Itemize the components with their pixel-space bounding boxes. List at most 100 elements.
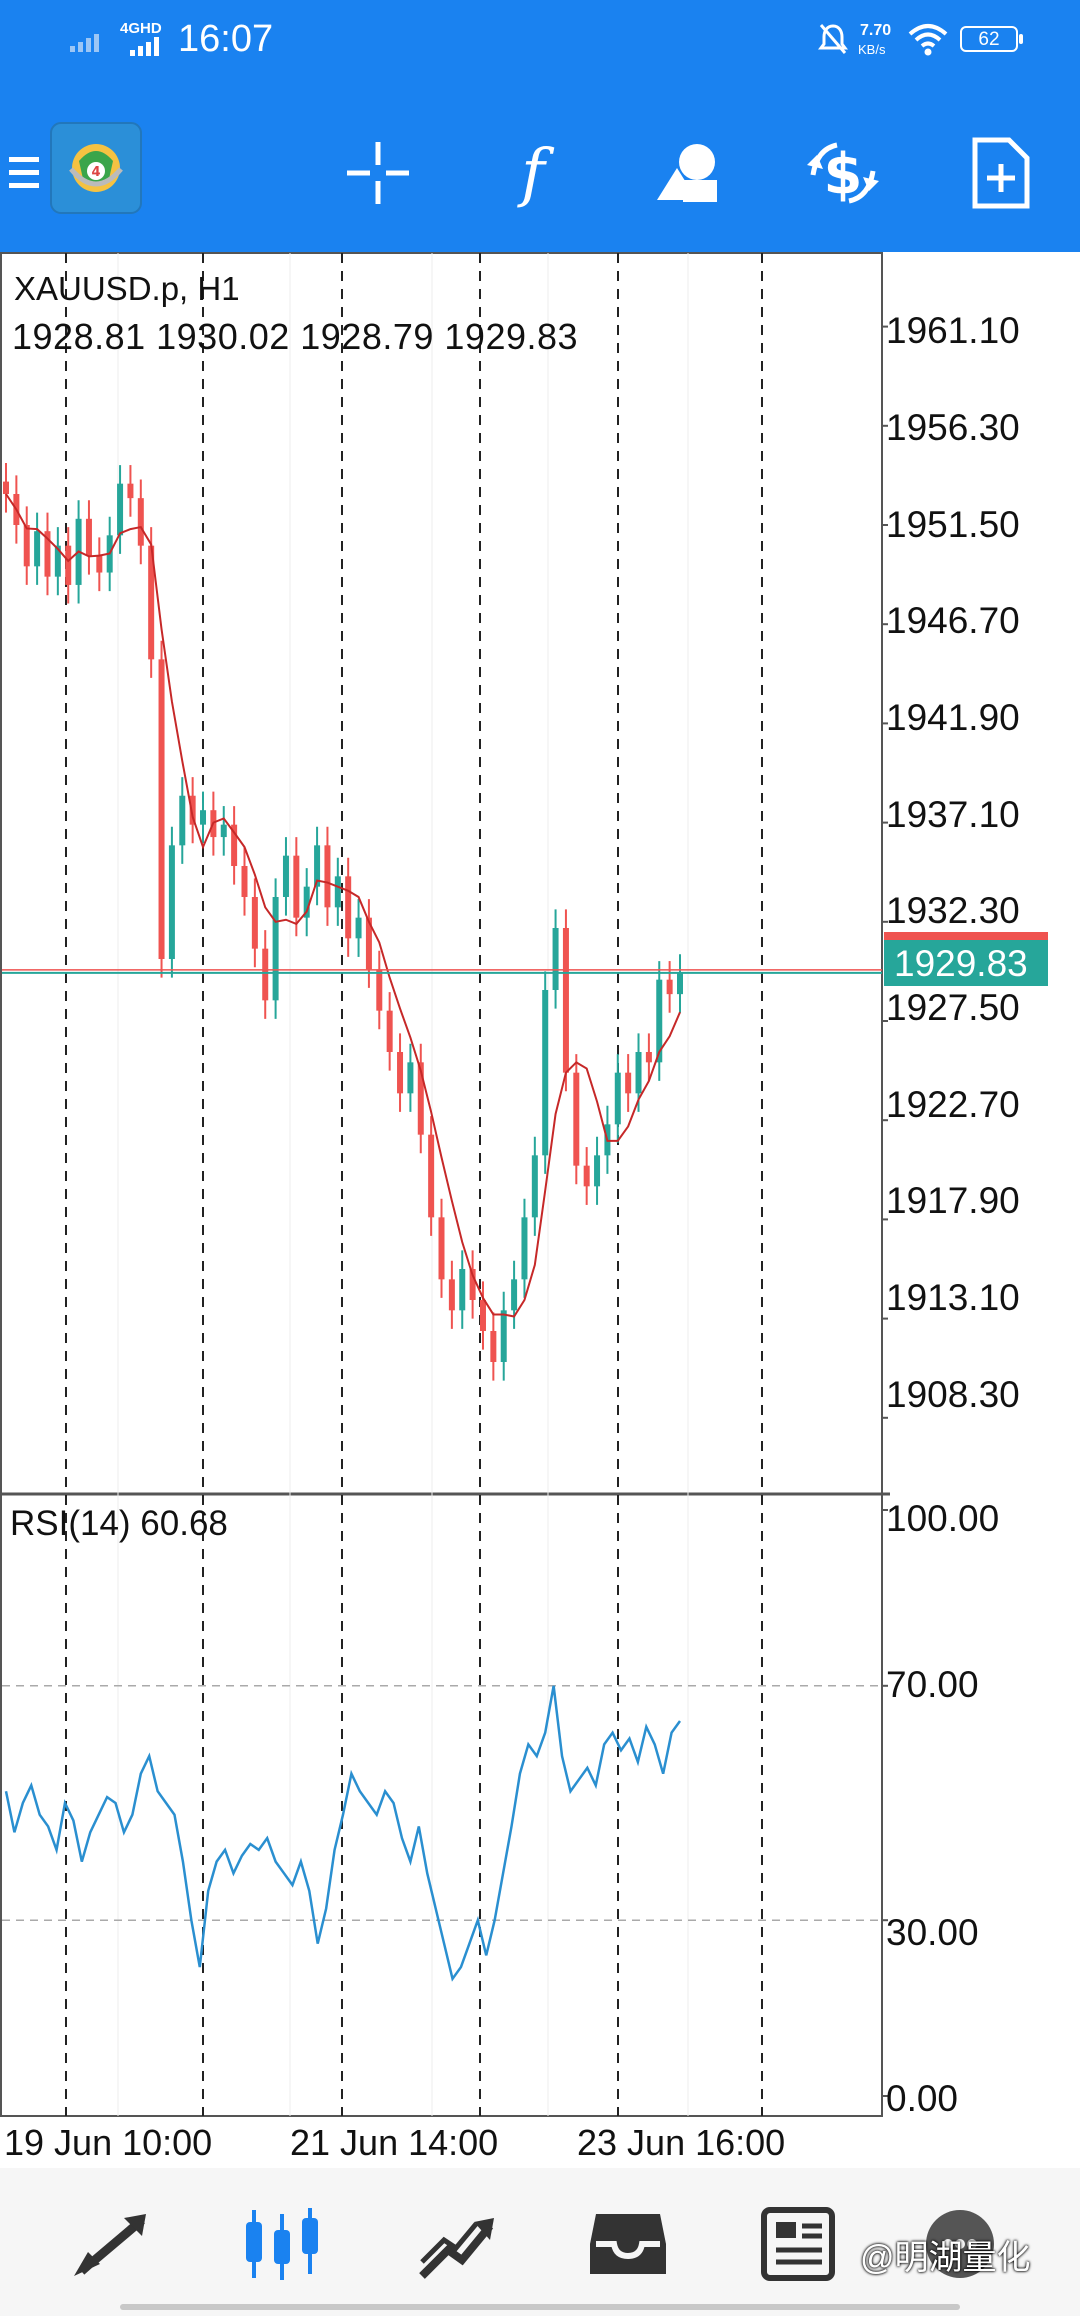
candle-body xyxy=(677,972,683,995)
menu-icon[interactable] xyxy=(0,128,68,218)
candle-body xyxy=(625,1072,632,1094)
candle-body xyxy=(490,1331,497,1362)
candle-body xyxy=(179,795,186,846)
objects-icon[interactable] xyxy=(643,128,733,218)
app-logo-icon[interactable]: 4 xyxy=(48,120,144,216)
candle-body xyxy=(573,1072,580,1166)
chart-frame xyxy=(0,252,883,2117)
rsi-label: RSI(14) 60.68 xyxy=(10,1504,228,1543)
candle-body xyxy=(386,1010,393,1052)
candle-body xyxy=(85,518,92,556)
rsi-axis-label: 100.00 xyxy=(886,1498,1000,1539)
candle-body xyxy=(666,979,673,995)
function-icon[interactable]: f xyxy=(488,128,578,218)
moving-average-line xyxy=(5,493,681,1318)
candle-body xyxy=(189,795,196,825)
candle-body xyxy=(96,556,103,573)
candle-body xyxy=(656,979,663,1063)
candle-body xyxy=(417,1062,424,1135)
price-axis-label: 1932.30 xyxy=(886,890,1020,931)
candle-body xyxy=(34,531,41,567)
crosshair-icon[interactable] xyxy=(333,128,423,218)
candle-body xyxy=(511,1279,518,1311)
candle-body xyxy=(3,481,9,494)
price-axis-label: 1937.10 xyxy=(886,794,1020,835)
candle-body xyxy=(594,1155,601,1187)
ask-price-tag xyxy=(884,932,1048,940)
news-icon[interactable] xyxy=(752,2196,848,2292)
chart-canvas[interactable] xyxy=(0,252,1080,2168)
price-axis-label: 1917.90 xyxy=(886,1180,1020,1221)
candle-body xyxy=(231,824,238,866)
candle-body xyxy=(614,1072,621,1125)
candle-body xyxy=(583,1165,590,1187)
svg-text:4: 4 xyxy=(91,165,100,180)
signal-icon xyxy=(70,26,106,59)
candle-body xyxy=(397,1052,404,1094)
candle-body xyxy=(645,1052,652,1063)
candle-body xyxy=(428,1134,435,1218)
candle-body xyxy=(345,876,352,939)
candle-body xyxy=(54,545,61,577)
wifi-icon xyxy=(908,22,948,61)
candle-body xyxy=(521,1217,528,1280)
status-bar: 4GHD 16:07 7.70 KB/s 62 xyxy=(0,0,1080,80)
price-axis-label: 1913.10 xyxy=(886,1277,1020,1318)
new-order-icon[interactable] xyxy=(956,128,1046,218)
candle-body xyxy=(303,886,310,918)
history-icon[interactable] xyxy=(580,2196,676,2292)
price-axis-label: 1908.30 xyxy=(886,1374,1020,1415)
settings-icon[interactable] xyxy=(912,2196,1008,2292)
candle-body xyxy=(438,1217,445,1280)
battery-level: 62 xyxy=(978,29,1000,50)
candle-body xyxy=(376,969,383,1011)
price-axis-label: 1927.50 xyxy=(886,987,1020,1028)
chart-area[interactable]: XAUUSD.p, H1 1928.81 1930.02 1928.79 192… xyxy=(0,252,1080,2168)
candle-body xyxy=(262,948,269,1001)
candle-body xyxy=(168,845,175,959)
candle-body xyxy=(251,897,258,949)
candle-body xyxy=(282,855,289,897)
candle-body xyxy=(158,659,165,959)
candle-body xyxy=(200,810,207,825)
ohlc-values: 1928.81 1930.02 1928.79 1929.83 xyxy=(12,316,579,357)
candle-body xyxy=(365,917,372,970)
candle-body xyxy=(407,1062,414,1094)
network-type: 4GHD xyxy=(120,20,162,37)
chart-icon[interactable] xyxy=(234,2196,330,2292)
candle-body xyxy=(220,824,227,838)
watermark: @明湖量化 xyxy=(860,2239,1031,2277)
candle-body xyxy=(241,866,248,897)
current-price-value: 1929.83 xyxy=(894,943,1028,984)
candle-body xyxy=(148,545,155,660)
trade-icon[interactable]: $ xyxy=(798,128,888,218)
candle-body xyxy=(137,498,144,546)
price-axis-label: 1941.90 xyxy=(886,697,1020,738)
candle-body xyxy=(334,876,341,908)
price-axis-label: 1922.70 xyxy=(886,1084,1020,1125)
candle-body xyxy=(459,1269,466,1311)
bottom-navigation: @明湖量化 xyxy=(0,2168,1080,2316)
time-axis-label: 23 Jun 16:00 xyxy=(577,2122,786,2163)
current-price-tag: 1929.83 xyxy=(884,938,1048,986)
candle-body xyxy=(127,483,134,499)
candle-body xyxy=(355,917,362,939)
nav-indicator xyxy=(120,2304,960,2310)
price-axis-label: 1956.30 xyxy=(886,407,1020,448)
candle-body xyxy=(272,897,279,1001)
quotes-icon[interactable] xyxy=(62,2196,158,2292)
candle-body xyxy=(117,483,124,536)
candle-body xyxy=(552,928,559,990)
trade-icon[interactable] xyxy=(408,2196,504,2292)
battery-indicator: 62 xyxy=(960,26,1018,52)
price-axis-label: 1946.70 xyxy=(886,600,1020,641)
price-axis-label: 1961.10 xyxy=(886,310,1020,351)
rsi-axis-label: 0.00 xyxy=(886,2078,959,2119)
candle-body xyxy=(479,1300,486,1331)
candle-body xyxy=(448,1279,455,1311)
candle-body xyxy=(469,1269,476,1300)
svg-text:f: f xyxy=(517,138,555,208)
speed-value: 7.70 xyxy=(860,22,892,39)
symbol-label: XAUUSD.p, H1 xyxy=(14,270,240,307)
candle-body xyxy=(324,845,331,908)
